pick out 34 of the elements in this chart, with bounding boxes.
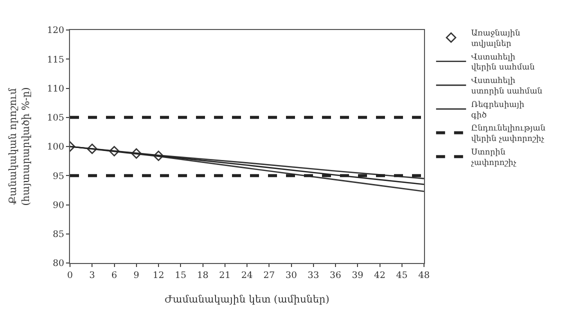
y-tick-label: 115 [47, 55, 64, 66]
x-tick-label: 0 [67, 270, 74, 281]
x-tick-label: 15 [174, 270, 187, 281]
y-tick-label: 120 [47, 26, 64, 36]
x-tick-label: 6 [111, 270, 118, 281]
x-tick-label: 39 [352, 270, 364, 281]
y-tick-label: 105 [47, 114, 64, 124]
legend-label: Ռեգրեսիայի գիծ [471, 100, 524, 120]
x-tick-label: 45 [396, 270, 408, 281]
y-tick-label: 110 [47, 84, 64, 94]
x-tick-label: 3 [89, 270, 96, 281]
y-tick-label: 100 [47, 142, 64, 153]
y-tick-label: 90 [52, 200, 64, 211]
x-tick-label: 42 [374, 270, 386, 281]
legend-label: Վստահելի ստորին սահման [471, 76, 542, 96]
legend-label: Ստորին չափորոշիչ [471, 148, 516, 167]
y-axis-title: Քանակական որոշում (հայտարարվածի %-ը) [8, 87, 32, 206]
x-tick-label: 27 [263, 270, 276, 281]
x-tick-label: 30 [286, 270, 298, 281]
y-tick-label: 80 [52, 259, 64, 270]
x-tick-label: 12 [152, 270, 164, 281]
x-tick-label: 33 [308, 270, 320, 281]
legend-label: Վստահելի վերին սահման [471, 52, 535, 72]
x-tick-label: 9 [134, 270, 140, 281]
x-axis-title: Ժամանակային կետ (ամիսներ) [164, 294, 330, 306]
x-tick-label: 36 [330, 270, 342, 281]
x-tick-label: 48 [418, 270, 430, 281]
legend-label: Առաջնային տվյալներ [471, 28, 520, 48]
x-tick-label: 24 [241, 270, 253, 281]
legend-label: Ընդունելիության վերին չափորոշիչ [471, 124, 546, 144]
y-tick-label: 85 [52, 230, 64, 240]
x-tick-label: 18 [197, 270, 209, 281]
y-tick-label: 95 [52, 172, 64, 182]
x-tick-label: 21 [219, 270, 231, 281]
